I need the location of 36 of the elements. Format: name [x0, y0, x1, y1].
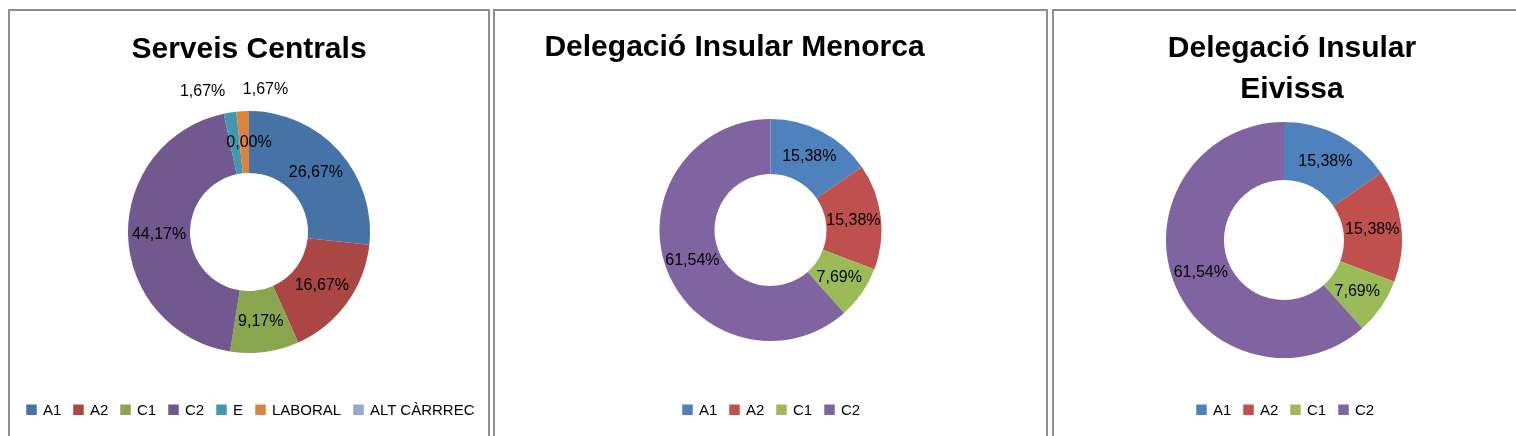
legend-label: C2 — [185, 400, 205, 418]
data-label: 7,69% — [816, 268, 862, 286]
data-label: 61,54% — [665, 250, 720, 268]
chart-title: Serveis Centrals — [131, 31, 367, 65]
legend-label: E — [233, 400, 244, 418]
data-label: 1,67% — [179, 81, 226, 99]
legend-label: A2 — [90, 400, 109, 418]
legend-label: A1 — [699, 400, 718, 418]
legend-label: A2 — [1260, 400, 1279, 418]
legend-label: C2 — [841, 400, 861, 418]
legend-label: C1 — [793, 400, 813, 418]
data-label: 15,38% — [782, 147, 837, 165]
legend-label: A2 — [746, 400, 765, 418]
legend-label: C2 — [1355, 400, 1375, 418]
donut-slice — [1284, 122, 1382, 206]
data-label: 9,17% — [238, 312, 284, 330]
legend-label: C1 — [1307, 400, 1327, 418]
legend-label: ALT CÀRRREC — [370, 400, 475, 418]
data-label: 1,67% — [242, 80, 289, 98]
legend-label: C1 — [137, 400, 157, 418]
data-label: 7,69% — [1334, 281, 1380, 299]
donut-slice — [770, 119, 862, 199]
donut-slice — [1333, 172, 1402, 282]
legend-label: A1 — [43, 400, 62, 418]
data-label: 15,38% — [1298, 152, 1353, 170]
data-label: 15,38% — [1345, 220, 1400, 238]
donut-slice — [816, 166, 882, 270]
chart-title: Delegació Insular Menorca — [544, 28, 925, 62]
data-label: 26,67% — [288, 162, 344, 180]
chart-title: Delegació Insular Eivissa — [1167, 30, 1417, 104]
legend-label: A1 — [1213, 400, 1232, 418]
data-label: 61,54% — [1173, 262, 1228, 280]
legend-label: LABORAL — [272, 400, 342, 418]
data-label: 15,38% — [826, 210, 881, 228]
data-label: 16,67% — [294, 275, 349, 293]
data-label: 44,17% — [131, 225, 187, 243]
